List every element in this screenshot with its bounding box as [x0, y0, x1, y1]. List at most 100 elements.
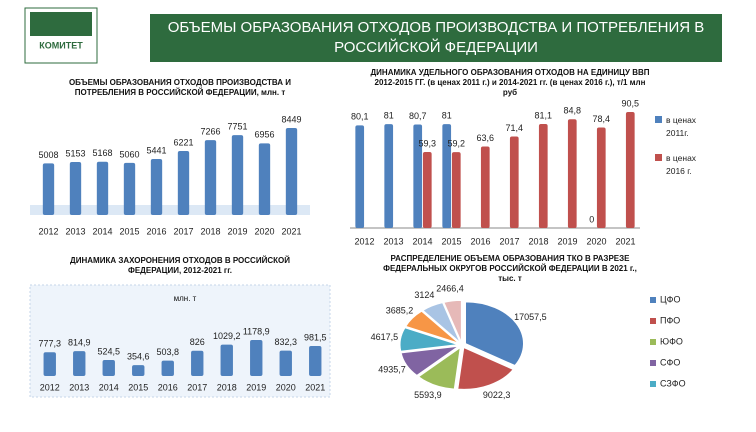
baseline-band	[30, 205, 310, 215]
value-label: 1178,9	[243, 326, 270, 336]
x-tick-label: 2016	[470, 236, 490, 246]
x-tick-label: 2021	[615, 236, 635, 246]
bar	[177, 150, 190, 215]
value-label: 80,1	[351, 112, 369, 122]
legend-label: ПФО	[660, 315, 680, 325]
bar	[285, 128, 298, 215]
pie-slice	[405, 310, 460, 344]
value-label: 4617,5	[371, 332, 399, 342]
bar	[422, 151, 432, 228]
pie-slice	[422, 302, 461, 343]
legend-swatch	[650, 360, 656, 366]
legend-label: в ценах 2016 г.	[666, 153, 697, 176]
x-tick-label: 2018	[528, 236, 548, 246]
value-label: 59,3	[419, 138, 437, 148]
bar	[538, 124, 548, 228]
bar	[625, 112, 635, 228]
value-label: 90,5	[622, 98, 640, 108]
bar	[279, 350, 292, 376]
x-tick-label: 2018	[217, 382, 237, 392]
value-label: 4935,7	[378, 365, 406, 375]
value-label: 7751	[227, 122, 247, 132]
value-label: 5168	[92, 148, 112, 158]
bar	[413, 124, 423, 228]
value-label: 63,6	[477, 133, 495, 143]
x-tick-label: 2013	[383, 236, 403, 246]
legend-swatch	[650, 381, 656, 387]
logo-text: КОМИТЕТ	[39, 40, 83, 50]
value-label: 5060	[119, 149, 139, 159]
value-label: 84,8	[564, 106, 582, 116]
legend-swatch	[655, 154, 662, 161]
value-label: 1029,2	[213, 331, 241, 341]
bar	[451, 152, 461, 228]
logo-emblem	[30, 12, 92, 36]
bar	[161, 360, 174, 376]
x-tick-label: 2013	[69, 382, 89, 392]
bar	[250, 340, 263, 376]
legend-label: СЗФО	[660, 378, 686, 388]
x-tick-label: 2015	[441, 236, 461, 246]
chart-title: РАСПРЕДЕЛЕНИЕ ОБЪЕМА ОБРАЗОВАНИЯ ТКО В Р…	[383, 254, 637, 283]
x-tick-label: 2015	[128, 382, 148, 392]
value-label: 9022,3	[483, 390, 511, 400]
value-label: 0	[589, 214, 594, 224]
value-label: 81	[442, 111, 452, 121]
bar	[73, 351, 86, 376]
value-label: 981,5	[304, 332, 327, 342]
legend-label: в ценах 2011г.	[666, 115, 697, 138]
value-label: 17057,5	[514, 312, 547, 322]
value-label: 6956	[254, 130, 274, 140]
x-tick-label: 2014	[92, 226, 112, 236]
value-label: 78,4	[593, 114, 611, 124]
x-tick-label: 2019	[557, 236, 577, 246]
value-label: 8449	[281, 114, 301, 124]
bar	[480, 146, 490, 228]
bar	[220, 344, 233, 376]
pie-slice	[457, 346, 514, 390]
value-label: 3685,2	[386, 305, 414, 315]
legend-label: СФО	[660, 357, 680, 367]
x-tick-label: 2019	[227, 226, 247, 236]
pie-slice	[443, 299, 462, 343]
bar	[132, 365, 145, 376]
x-tick-label: 2021	[281, 226, 301, 236]
value-label: 81	[384, 111, 394, 121]
legend-swatch	[650, 297, 656, 303]
value-label: 6221	[173, 137, 193, 147]
x-tick-label: 2014	[412, 236, 432, 246]
x-tick-label: 2012	[38, 226, 58, 236]
legend-swatch	[655, 116, 662, 123]
x-tick-label: 2020	[586, 236, 606, 246]
value-label: 503,8	[156, 347, 179, 357]
chart3-panel	[29, 284, 331, 398]
bar	[204, 140, 217, 215]
bar	[258, 143, 271, 215]
bar	[231, 135, 244, 215]
value-label: 3124	[414, 290, 434, 300]
header-title: ОБЪЕМЫ ОБРАЗОВАНИЯ ОТХОДОВ ПРОИЗВОДСТВА …	[167, 19, 705, 56]
bar	[567, 119, 577, 228]
legend-label: ЦФО	[660, 294, 681, 304]
bar	[442, 124, 452, 228]
value-label: 777,3	[38, 339, 61, 349]
bar	[191, 350, 204, 376]
x-tick-label: 2017	[187, 382, 207, 392]
value-label: 832,3	[274, 337, 297, 347]
bar	[123, 162, 136, 215]
x-tick-label: 2014	[99, 382, 119, 392]
bar	[309, 346, 322, 376]
x-tick-label: 2016	[158, 382, 178, 392]
value-label: 354,6	[127, 352, 150, 362]
header-banner	[150, 14, 722, 62]
value-label: 524,5	[97, 346, 120, 356]
value-label: 5008	[38, 150, 58, 160]
x-tick-label: 2021	[305, 382, 325, 392]
value-label: 826	[190, 337, 205, 347]
bar	[42, 163, 55, 215]
pie-slice	[417, 346, 461, 390]
pie-slice	[464, 301, 524, 367]
bar	[69, 161, 82, 215]
